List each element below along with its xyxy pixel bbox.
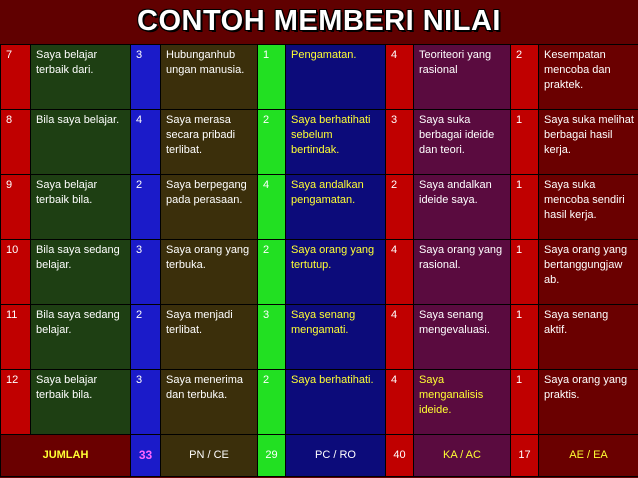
statement-cell: Saya orang yang praktis. — [538, 369, 638, 435]
score-cell: 3 — [130, 239, 161, 305]
table-row: 7 Saya belajar terbaik dari. 3 Hubunganh… — [0, 44, 638, 110]
total-category: AE / EA — [538, 434, 638, 477]
score-cell: 2 — [257, 369, 286, 435]
score-cell: 3 — [130, 369, 161, 435]
statement-cell: Saya belajar terbaik bila. — [30, 369, 131, 435]
statement-cell: Bila saya belajar. — [30, 109, 131, 175]
score-cell: 4 — [385, 369, 414, 435]
statement-cell: Saya orang yang terbuka. — [160, 239, 258, 305]
score-cell: 2 — [130, 174, 161, 240]
total-value: 29 — [257, 434, 286, 477]
statement-cell: Hubunganhub ungan manusia. — [160, 44, 258, 110]
total-category: PN / CE — [160, 434, 258, 477]
row-number: 7 — [0, 44, 31, 110]
statement-cell: Saya menganalisis ideide. — [413, 369, 511, 435]
slide-title: CONTOH MEMBERI NILAI — [137, 5, 501, 37]
scores-table: 7 Saya belajar terbaik dari. 3 Hubunganh… — [0, 44, 638, 477]
statement-cell: Saya berhatihati. — [285, 369, 386, 435]
score-cell: 4 — [257, 174, 286, 240]
statement-cell: Kesempatan mencoba dan praktek. — [538, 44, 638, 110]
score-cell: 4 — [130, 109, 161, 175]
score-cell: 2 — [257, 239, 286, 305]
total-value: 33 — [130, 434, 161, 477]
score-cell: 4 — [385, 304, 414, 370]
table-row: 10 Bila saya sedang belajar. 3 Saya oran… — [0, 239, 638, 305]
statement-cell: Saya belajar terbaik bila. — [30, 174, 131, 240]
score-cell: 2 — [130, 304, 161, 370]
statement-cell: Saya menerima dan terbuka. — [160, 369, 258, 435]
statement-cell: Saya berpegang pada perasaan. — [160, 174, 258, 240]
statement-cell: Bila saya sedang belajar. — [30, 239, 131, 305]
score-cell: 1 — [510, 174, 539, 240]
score-cell: 2 — [385, 174, 414, 240]
statement-cell: Bila saya sedang belajar. — [30, 304, 131, 370]
statement-cell: Saya suka berbagai ideide dan teori. — [413, 109, 511, 175]
table-row: 9 Saya belajar terbaik bila. 2 Saya berp… — [0, 174, 638, 240]
score-cell: 2 — [510, 44, 539, 110]
row-number: 10 — [0, 239, 31, 305]
statement-cell: Saya belajar terbaik dari. — [30, 44, 131, 110]
statement-cell: Saya orang yang tertutup. — [285, 239, 386, 305]
statement-cell: Saya senang mengevaluasi. — [413, 304, 511, 370]
score-cell: 1 — [257, 44, 286, 110]
statement-cell: Saya senang mengamati. — [285, 304, 386, 370]
statement-cell: Pengamatan. — [285, 44, 386, 110]
score-cell: 4 — [385, 239, 414, 305]
row-number: 9 — [0, 174, 31, 240]
score-cell: 3 — [257, 304, 286, 370]
score-cell: 1 — [510, 369, 539, 435]
score-cell: 1 — [510, 304, 539, 370]
total-row: JUMLAH 33 PN / CE 29 PC / RO 40 KA / AC … — [0, 434, 638, 477]
statement-cell: Saya menjadi terlibat. — [160, 304, 258, 370]
statement-cell: Saya merasa secara pribadi terlibat. — [160, 109, 258, 175]
score-cell: 1 — [510, 109, 539, 175]
score-cell: 2 — [257, 109, 286, 175]
row-number: 8 — [0, 109, 31, 175]
statement-cell: Saya senang aktif. — [538, 304, 638, 370]
score-cell: 4 — [385, 44, 414, 110]
table-row: 8 Bila saya belajar. 4 Saya merasa secar… — [0, 109, 638, 175]
statement-cell: Saya suka mencoba sendiri hasil kerja. — [538, 174, 638, 240]
score-cell: 3 — [130, 44, 161, 110]
table-row: 12 Saya belajar terbaik bila. 3 Saya men… — [0, 369, 638, 435]
total-category: KA / AC — [413, 434, 511, 477]
total-label: JUMLAH — [0, 434, 131, 477]
statement-cell: Saya andalkan ideide saya. — [413, 174, 511, 240]
score-cell: 1 — [510, 239, 539, 305]
statement-cell: Saya orang yang rasional. — [413, 239, 511, 305]
row-number: 11 — [0, 304, 31, 370]
table-row: 11 Bila saya sedang belajar. 2 Saya menj… — [0, 304, 638, 370]
score-cell: 3 — [385, 109, 414, 175]
row-number: 12 — [0, 369, 31, 435]
total-category: PC / RO — [285, 434, 386, 477]
statement-cell: Saya orang yang bertanggungjaw ab. — [538, 239, 638, 305]
statement-cell: Teoriteori yang rasional — [413, 44, 511, 110]
total-value: 17 — [510, 434, 539, 477]
statement-cell: Saya andalkan pengamatan. — [285, 174, 386, 240]
statement-cell: Saya berhatihati sebelum bertindak. — [285, 109, 386, 175]
statement-cell: Saya suka melihat berbagai hasil kerja. — [538, 109, 638, 175]
total-value: 40 — [385, 434, 414, 477]
